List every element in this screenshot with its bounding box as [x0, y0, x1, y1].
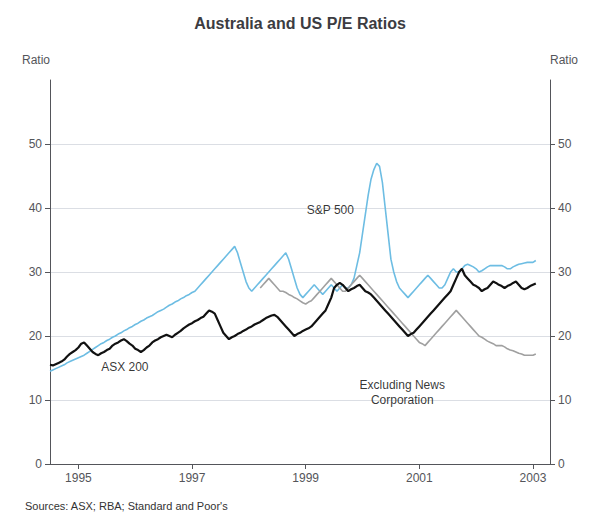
svg-text:Excluding News: Excluding News — [360, 378, 445, 392]
svg-text:2001: 2001 — [406, 471, 433, 485]
svg-text:Australia and US P/E Ratios: Australia and US P/E Ratios — [194, 15, 406, 32]
svg-text:Ratio: Ratio — [550, 53, 578, 67]
svg-text:Sources: ASX; RBA; Standard an: Sources: ASX; RBA; Standard and Poor's — [25, 500, 228, 512]
svg-text:50: 50 — [29, 137, 43, 151]
svg-text:0: 0 — [35, 457, 42, 471]
svg-text:50: 50 — [558, 137, 572, 151]
svg-text:Ratio: Ratio — [22, 53, 50, 67]
svg-text:40: 40 — [29, 201, 43, 215]
svg-text:0: 0 — [558, 457, 565, 471]
svg-text:ASX 200: ASX 200 — [101, 360, 149, 374]
svg-text:1997: 1997 — [179, 471, 206, 485]
svg-text:30: 30 — [29, 265, 43, 279]
svg-text:10: 10 — [29, 393, 43, 407]
svg-text:30: 30 — [558, 265, 572, 279]
svg-text:20: 20 — [558, 329, 572, 343]
svg-text:2003: 2003 — [520, 471, 547, 485]
svg-text:Corporation: Corporation — [371, 393, 434, 407]
svg-text:1995: 1995 — [65, 471, 92, 485]
svg-text:40: 40 — [558, 201, 572, 215]
svg-text:20: 20 — [29, 329, 43, 343]
svg-text:1999: 1999 — [292, 471, 319, 485]
svg-text:10: 10 — [558, 393, 572, 407]
svg-text:S&P 500: S&P 500 — [307, 203, 354, 217]
